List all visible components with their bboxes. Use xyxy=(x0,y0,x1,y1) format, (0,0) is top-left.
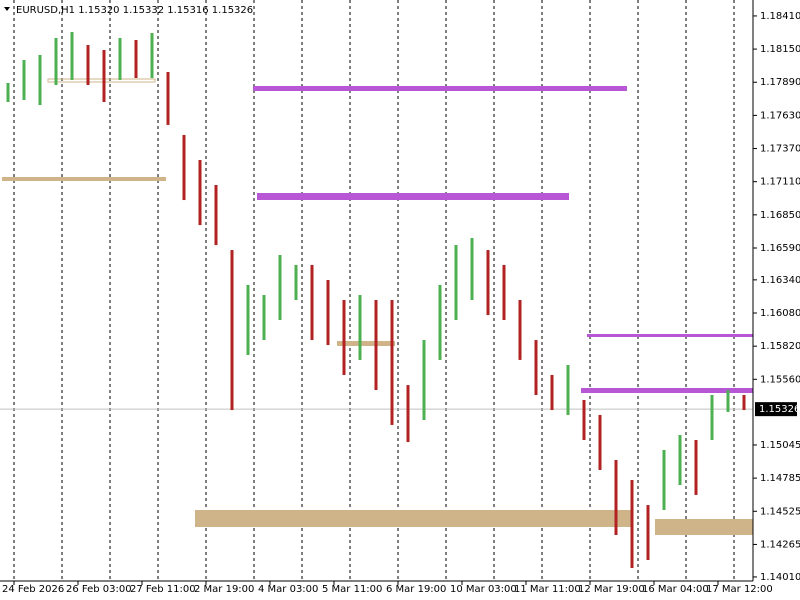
price-bar xyxy=(70,32,74,80)
zone xyxy=(195,510,633,527)
price-bar xyxy=(406,385,410,443)
price-bar xyxy=(726,390,730,412)
zone xyxy=(253,86,627,91)
price-bar xyxy=(598,415,602,470)
y-tick-label: 1.17370 xyxy=(760,144,800,155)
price-bar xyxy=(566,365,570,416)
zone xyxy=(587,334,753,337)
x-tick-label: 12 Mar 19:00 xyxy=(578,584,645,595)
y-tick-label: 1.14010 xyxy=(760,572,800,583)
price-bar xyxy=(358,295,362,360)
price-bar xyxy=(134,40,138,79)
price-bar xyxy=(374,300,378,391)
x-tick-label: 27 Feb 11:00 xyxy=(130,584,196,595)
x-tick-label: 11 Mar 11:00 xyxy=(514,584,581,595)
x-tick-label: 5 Mar 11:00 xyxy=(322,584,382,595)
y-tick-label: 1.15560 xyxy=(760,374,800,385)
price-bar xyxy=(278,255,282,321)
price-bar xyxy=(310,264,314,341)
price-bar xyxy=(534,340,538,395)
price-bar xyxy=(518,300,522,360)
chart-title: EURUSD,H1 1.15320 1.15332 1.15316 1.1532… xyxy=(16,5,253,16)
price-bar xyxy=(550,374,554,411)
x-tick-label: 16 Mar 04:00 xyxy=(642,584,709,595)
x-tick-label: 6 Mar 19:00 xyxy=(386,584,446,595)
price-bar xyxy=(230,250,234,411)
price-bar xyxy=(582,399,586,441)
price-bar xyxy=(118,37,122,80)
price-bar xyxy=(646,505,650,560)
x-tick-label: 2 Mar 19:00 xyxy=(194,584,254,595)
price-bar xyxy=(454,245,458,321)
price-bar xyxy=(166,72,170,125)
price-bar xyxy=(262,295,266,341)
price-bar xyxy=(614,460,618,535)
y-tick-label: 1.14525 xyxy=(760,506,800,517)
price-bar xyxy=(390,300,394,425)
y-tick-label: 1.16850 xyxy=(760,210,800,221)
price-bar xyxy=(630,480,634,569)
bars xyxy=(6,32,746,569)
grid xyxy=(0,0,753,581)
price-bar xyxy=(678,435,682,486)
y-tick-label: 1.17630 xyxy=(760,110,800,121)
y-tick-label: 1.14785 xyxy=(760,473,800,484)
price-bar xyxy=(54,37,58,86)
price-bar xyxy=(150,33,154,79)
price-label-box xyxy=(755,402,797,417)
price-bar xyxy=(22,60,26,100)
price-label: 1.15326 xyxy=(759,404,800,415)
price-bar xyxy=(182,135,186,201)
price-bar xyxy=(342,300,346,375)
y-tick-label: 1.16340 xyxy=(760,275,800,286)
y-tick-label: 1.15820 xyxy=(760,341,800,352)
x-tick-label: 4 Mar 03:00 xyxy=(258,584,318,595)
y-tick-label: 1.14265 xyxy=(760,539,800,550)
zone xyxy=(47,78,156,83)
price-bar xyxy=(486,250,490,316)
x-tick-label: 10 Mar 03:00 xyxy=(450,584,517,595)
price-bar xyxy=(742,394,746,411)
price-bar xyxy=(470,238,474,301)
y-tick-label: 1.18410 xyxy=(760,11,800,22)
y-tick-label: 1.18150 xyxy=(760,44,800,55)
zones xyxy=(2,78,753,535)
menu-arrow[interactable] xyxy=(4,7,10,11)
zone xyxy=(337,341,395,346)
y-tick-label: 1.16590 xyxy=(760,243,800,254)
x-tick-label: 24 Feb 2026 xyxy=(2,584,64,595)
price-bar xyxy=(502,264,506,321)
price-bar xyxy=(102,49,106,103)
price-bar xyxy=(710,394,714,441)
x-tick-label: 26 Feb 03:00 xyxy=(66,584,132,595)
price-bar xyxy=(422,340,426,420)
price-bar xyxy=(294,264,298,301)
price-bar xyxy=(6,83,10,103)
price-bar xyxy=(198,160,202,226)
y-tick-label: 1.17110 xyxy=(760,177,800,188)
zone xyxy=(581,388,753,393)
y-tick-label: 1.15045 xyxy=(760,440,800,451)
x-tick-label: 17 Mar 12:00 xyxy=(706,584,773,595)
price-bar xyxy=(662,449,666,511)
y-tick-label: 1.17890 xyxy=(760,77,800,88)
zone xyxy=(655,519,753,535)
price-bar xyxy=(38,54,42,106)
zone xyxy=(2,177,166,181)
price-bar xyxy=(246,284,250,355)
zone xyxy=(257,193,569,200)
y-tick-label: 1.16080 xyxy=(760,308,800,319)
price-bar xyxy=(326,279,330,346)
price-bar xyxy=(438,284,442,360)
price-bar xyxy=(86,45,90,86)
price-bar xyxy=(694,440,698,495)
price-bar xyxy=(214,185,218,246)
